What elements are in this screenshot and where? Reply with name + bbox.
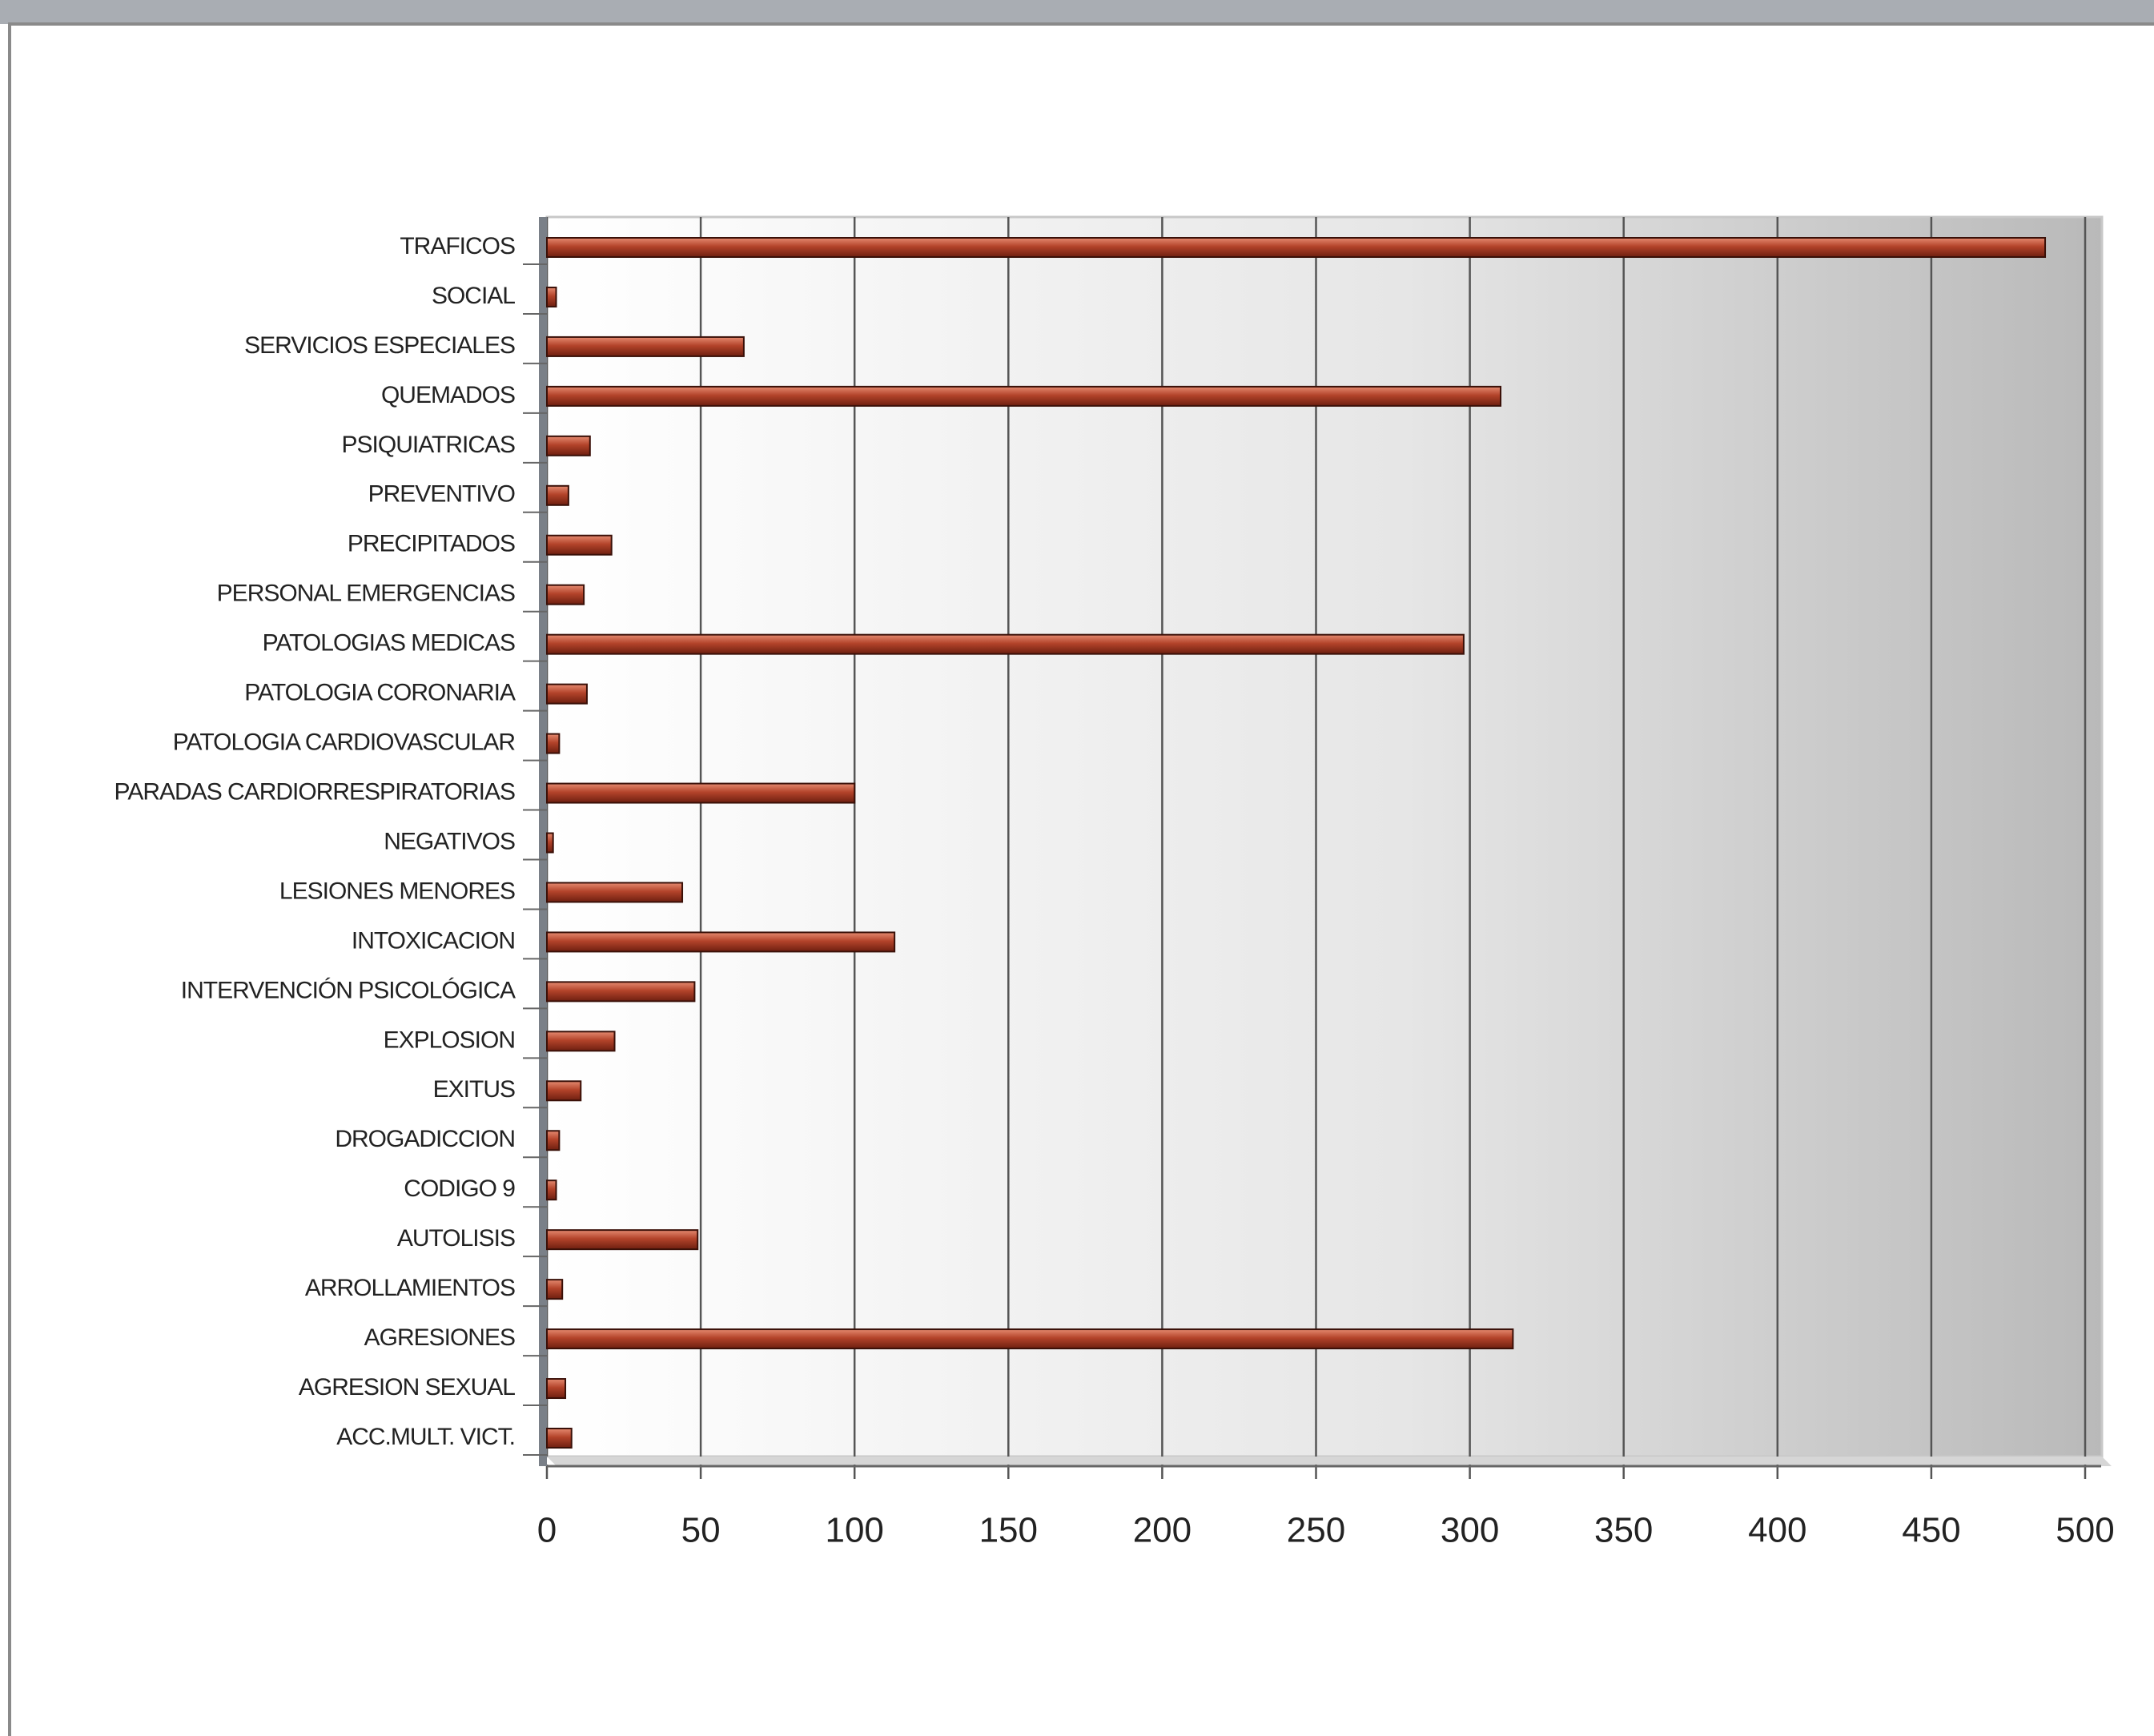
x-tick-label: 250 [1287, 1511, 1345, 1550]
y-tick-label: PREVENTIVO [368, 481, 515, 508]
y-tick-label: INTERVENCIÓN PSICOLÓGICA [181, 977, 516, 1003]
x-tick-label: 300 [1441, 1511, 1499, 1550]
y-tick-label: EXITUS [433, 1076, 515, 1103]
bar [546, 832, 554, 854]
bar [546, 336, 745, 357]
y-tick-label: PARADAS CARDIORRESPIRATORIAS [115, 778, 515, 805]
x-tick-label: 50 [681, 1511, 721, 1550]
x-tick-label: 150 [979, 1511, 1038, 1550]
y-tick-label: NEGATIVOS [384, 828, 515, 854]
y-tick-label: QUEMADOS [381, 382, 515, 408]
y-axis-wall [539, 217, 547, 1466]
y-tick-label: PATOLOGIA CORONARIA [244, 680, 516, 706]
bar [546, 981, 696, 1003]
x-tick-label: 200 [1133, 1511, 1192, 1550]
bar [546, 1428, 573, 1449]
bar [546, 484, 569, 506]
bar [546, 882, 684, 903]
top-strip [0, 0, 2154, 24]
bar [546, 1130, 561, 1151]
x-tick-label: 0 [537, 1511, 557, 1550]
bar [546, 683, 588, 705]
bar [546, 385, 1502, 407]
y-tick-label: SERVICIOS ESPECIALES [244, 332, 515, 359]
y-tick-label: EXPLOSION [384, 1027, 515, 1053]
bar [546, 1080, 582, 1102]
y-tick-label: AUTOLISIS [397, 1225, 515, 1252]
x-tick-label: 500 [2056, 1511, 2114, 1550]
y-tick-label: PERSONAL EMERGENCIAS [217, 581, 515, 607]
y-tick-label: AGRESIONES [364, 1324, 515, 1351]
bar [546, 1179, 557, 1201]
bar [546, 1031, 616, 1052]
bar [546, 237, 2047, 258]
bar [546, 435, 591, 456]
bar [546, 782, 856, 804]
y-tick-label: LESIONES MENORES [279, 878, 515, 904]
bar [546, 633, 1465, 655]
bar [546, 1328, 1514, 1350]
bar [546, 534, 613, 556]
y-tick-label: PATOLOGIA CARDIOVASCULAR [173, 729, 516, 756]
x-tick-label: 100 [825, 1511, 883, 1550]
x-tick-label: 450 [1902, 1511, 1960, 1550]
plot-floor [547, 1457, 2112, 1466]
y-tick-label: PATOLOGIAS MEDICAS [263, 630, 515, 657]
y-tick-label: SOCIAL [432, 283, 515, 309]
bar [546, 1279, 564, 1300]
x-tick-label: 350 [1594, 1511, 1653, 1550]
y-tick-label: INTOXICACION [352, 927, 515, 954]
plot-background [545, 215, 2104, 1458]
y-tick-label: TRAFICOS [400, 233, 515, 259]
x-tick-label: 400 [1748, 1511, 1806, 1550]
bar [546, 1229, 699, 1251]
y-tick-label: ARROLLAMIENTOS [305, 1275, 515, 1301]
y-tick-label: PSIQUIATRICAS [342, 432, 515, 458]
bar [546, 584, 585, 605]
y-tick-label: ACC.MULT. VICT. [336, 1424, 515, 1450]
bar [546, 286, 557, 307]
bar [546, 1378, 567, 1400]
y-tick-label: CODIGO 9 [404, 1175, 515, 1202]
bar [546, 931, 896, 953]
y-tick-label: DROGADICCION [335, 1126, 515, 1152]
bar [546, 733, 561, 754]
y-tick-label: PRECIPITADOS [348, 531, 515, 557]
y-tick-label: AGRESION SEXUAL [299, 1374, 515, 1400]
